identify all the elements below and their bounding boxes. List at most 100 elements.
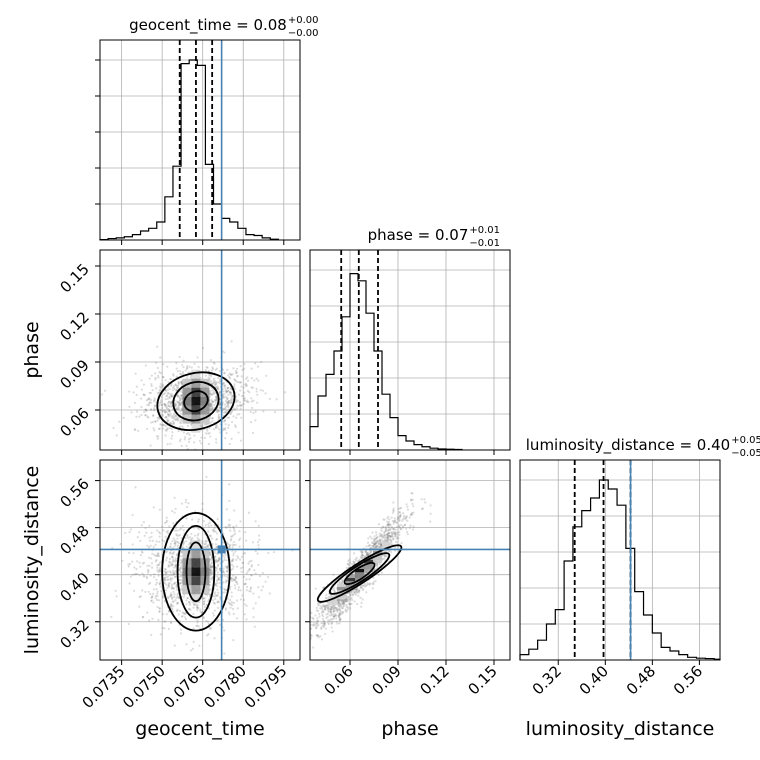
sample-point bbox=[216, 426, 219, 429]
sample-point bbox=[222, 570, 225, 574]
sample-point bbox=[387, 526, 390, 529]
sample-point bbox=[177, 402, 180, 405]
sample-point bbox=[163, 404, 167, 407]
sample-point bbox=[157, 552, 160, 555]
sample-point bbox=[210, 409, 213, 412]
sample-point bbox=[210, 393, 213, 396]
sample-point bbox=[180, 579, 183, 582]
sample-point bbox=[224, 411, 228, 414]
sample-point bbox=[161, 525, 164, 528]
sample-point bbox=[348, 598, 351, 601]
sample-point bbox=[383, 533, 387, 537]
sample-point bbox=[192, 602, 196, 605]
sample-point bbox=[234, 408, 237, 411]
sample-point bbox=[325, 616, 328, 620]
sample-point bbox=[207, 525, 210, 528]
sample-point bbox=[147, 416, 150, 419]
sample-point bbox=[316, 617, 319, 620]
sample-point bbox=[156, 594, 159, 598]
sample-point bbox=[198, 439, 201, 443]
sample-point bbox=[196, 607, 199, 610]
sample-point bbox=[395, 537, 398, 540]
sample-point bbox=[378, 532, 381, 535]
sample-point bbox=[209, 554, 212, 557]
sample-point bbox=[250, 367, 253, 370]
sample-point bbox=[165, 519, 169, 522]
density-cell bbox=[191, 576, 201, 586]
sample-point bbox=[180, 615, 184, 618]
sample-point bbox=[143, 561, 146, 564]
sample-point bbox=[392, 527, 395, 530]
sample-point bbox=[174, 404, 178, 407]
sample-point bbox=[156, 391, 159, 394]
sample-point bbox=[250, 574, 253, 577]
sample-point bbox=[163, 540, 166, 543]
sample-point bbox=[337, 602, 340, 605]
sample-point bbox=[167, 408, 170, 411]
sample-point bbox=[379, 545, 382, 548]
sample-point bbox=[146, 611, 149, 614]
sample-point bbox=[168, 409, 171, 412]
sample-point bbox=[239, 589, 242, 592]
sample-point bbox=[410, 498, 413, 501]
sample-point bbox=[218, 557, 221, 560]
sample-point bbox=[375, 531, 378, 534]
sample-point bbox=[215, 410, 218, 413]
sample-point bbox=[180, 527, 183, 530]
sample-point bbox=[172, 590, 175, 594]
sample-point bbox=[386, 517, 389, 520]
sample-point bbox=[179, 398, 182, 401]
sample-point bbox=[214, 552, 217, 555]
sample-point bbox=[228, 391, 231, 394]
density-geocent_time-phase bbox=[182, 369, 210, 433]
sample-point bbox=[222, 427, 225, 430]
sample-point bbox=[395, 521, 399, 524]
sample-point bbox=[241, 368, 244, 371]
sample-point bbox=[387, 534, 390, 537]
sample-point bbox=[211, 387, 214, 390]
sample-point bbox=[169, 571, 172, 574]
sample-point bbox=[389, 539, 392, 542]
sample-point bbox=[338, 607, 341, 610]
sample-point bbox=[235, 367, 239, 370]
sample-point bbox=[338, 616, 341, 619]
sample-point bbox=[347, 596, 350, 599]
sample-point bbox=[388, 531, 391, 535]
title-luminosity_distance: luminosity_distance = 0.40 bbox=[526, 436, 730, 455]
sample-point bbox=[208, 374, 212, 377]
sample-point bbox=[231, 408, 235, 411]
sample-point bbox=[235, 395, 238, 398]
sample-point bbox=[168, 557, 172, 561]
sample-point bbox=[215, 559, 218, 562]
sample-point bbox=[217, 618, 220, 622]
density-cell bbox=[200, 396, 210, 406]
sample-point bbox=[211, 381, 215, 385]
sample-point bbox=[170, 416, 173, 419]
sample-point bbox=[166, 570, 170, 573]
sample-point bbox=[213, 398, 217, 401]
sample-point bbox=[325, 604, 328, 607]
sample-point bbox=[139, 539, 142, 543]
sample-point bbox=[173, 539, 176, 542]
sample-point bbox=[178, 609, 181, 612]
sample-point bbox=[188, 600, 191, 604]
sample-point bbox=[212, 361, 215, 364]
sample-point bbox=[337, 600, 340, 604]
sample-point bbox=[205, 539, 208, 543]
sample-point bbox=[371, 545, 374, 548]
sample-point bbox=[182, 543, 185, 547]
sample-point bbox=[377, 543, 381, 546]
sample-point bbox=[148, 539, 152, 542]
sample-point bbox=[234, 378, 237, 382]
sample-point bbox=[211, 400, 214, 403]
sample-point bbox=[387, 531, 390, 534]
sample-point bbox=[243, 383, 247, 386]
sample-point bbox=[214, 426, 218, 429]
sample-point bbox=[157, 599, 161, 602]
sample-point bbox=[163, 582, 166, 585]
title-sub-phase: −0.01 bbox=[469, 238, 500, 249]
sample-point bbox=[148, 391, 151, 395]
sample-point bbox=[157, 571, 160, 574]
sample-point bbox=[239, 537, 242, 540]
sample-point bbox=[172, 560, 176, 563]
